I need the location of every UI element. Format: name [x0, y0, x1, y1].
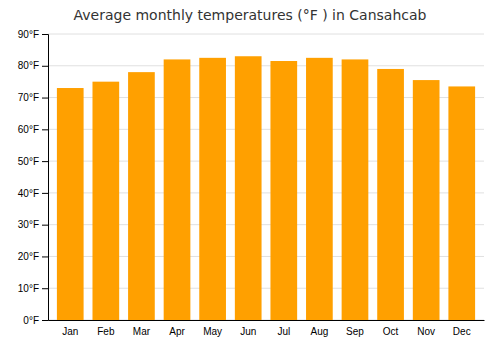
bar: [92, 82, 119, 320]
bar: [306, 58, 333, 320]
bar: [164, 59, 191, 320]
bar: [342, 59, 369, 320]
y-tick-mark: [42, 320, 48, 321]
x-tick: Sep: [346, 326, 364, 337]
y-tick-mark: [42, 66, 48, 67]
y-tick-mark: [42, 225, 48, 226]
x-tick: Jan: [62, 326, 78, 337]
x-tick: May: [203, 326, 222, 337]
bar: [377, 69, 404, 320]
bar: [199, 58, 226, 320]
x-tick-label: Jan: [62, 326, 78, 337]
y-tick-label: 40°F: [18, 188, 39, 199]
y-tick-label: 20°F: [18, 251, 39, 262]
y-tick-label: 0°F: [23, 315, 39, 326]
y-tick-mark: [42, 129, 48, 130]
x-tick: Dec: [453, 326, 471, 337]
y-tick-label: 80°F: [18, 60, 39, 71]
y-tick: 0°F: [23, 315, 48, 326]
grid-line: [48, 34, 484, 35]
x-tick: Mar: [133, 326, 151, 337]
plot: 0°F 10°F 20°F 30°F 40°F 50°F 60°F 70°F 80°F 90°F J…: [18, 29, 485, 337]
y-tick-label: 30°F: [18, 219, 39, 230]
x-tick: Jun: [240, 326, 256, 337]
bars: [57, 56, 475, 320]
y-tick: 40°F: [18, 188, 48, 199]
x-tick-label: Feb: [97, 326, 115, 337]
y-tick: 30°F: [18, 219, 48, 230]
x-tick-label: Oct: [383, 326, 399, 337]
x-tick: Apr: [169, 326, 185, 337]
bar: [128, 72, 155, 320]
y-tick: 50°F: [18, 156, 48, 167]
bar: [57, 88, 84, 320]
x-tick-label: Mar: [133, 326, 151, 337]
x-tick: Feb: [97, 326, 115, 337]
y-tick-mark: [42, 193, 48, 194]
y-tick-label: 60°F: [18, 124, 39, 135]
y-tick: 20°F: [18, 251, 48, 262]
x-axis-line: [49, 320, 485, 321]
chart: Average monthly temperatures (°F ) in Ca…: [0, 0, 500, 350]
y-tick: 60°F: [18, 124, 48, 135]
bar: [270, 61, 297, 320]
x-tick: Aug: [310, 326, 328, 337]
x-tick-label: Apr: [169, 326, 185, 337]
x-tick-label: Aug: [310, 326, 328, 337]
x-tick-label: Dec: [453, 326, 471, 337]
y-tick-mark: [42, 34, 48, 35]
x-tick-label: May: [203, 326, 222, 337]
y-tick: 80°F: [18, 60, 48, 71]
y-tick: 90°F: [18, 29, 48, 40]
y-tick-mark: [42, 256, 48, 257]
x-axis: Jan Feb Mar Apr May Jun Jul Aug Sep Oct Nov Dec: [49, 321, 485, 338]
y-tick: 10°F: [18, 283, 48, 294]
x-tick-label: Jul: [277, 326, 290, 337]
bar: [448, 86, 475, 320]
y-tick-mark: [42, 161, 48, 162]
y-tick-label: 50°F: [18, 156, 39, 167]
y-tick-mark: [42, 288, 48, 289]
x-tick-label: Jun: [240, 326, 256, 337]
grid-line: [48, 65, 484, 66]
bar: [413, 80, 440, 320]
y-tick-label: 10°F: [18, 283, 39, 294]
title: Average monthly temperatures (°F ) in Ca…: [74, 7, 427, 23]
y-axis-line: [42, 35, 49, 321]
y-tick-mark: [42, 98, 48, 99]
x-tick-label: Nov: [417, 326, 435, 337]
y-tick-label: 90°F: [18, 29, 39, 40]
x-tick-label: Sep: [346, 326, 364, 337]
x-tick: Oct: [383, 326, 399, 337]
y-axis: 0°F 10°F 20°F 30°F 40°F 50°F 60°F 70°F 80°F 90°F: [18, 29, 49, 326]
x-tick: Jul: [277, 326, 290, 337]
bar: [235, 56, 262, 320]
y-tick-label: 70°F: [18, 92, 39, 103]
x-tick: Nov: [417, 326, 435, 337]
grid: [48, 34, 484, 320]
y-tick: 70°F: [18, 92, 48, 103]
